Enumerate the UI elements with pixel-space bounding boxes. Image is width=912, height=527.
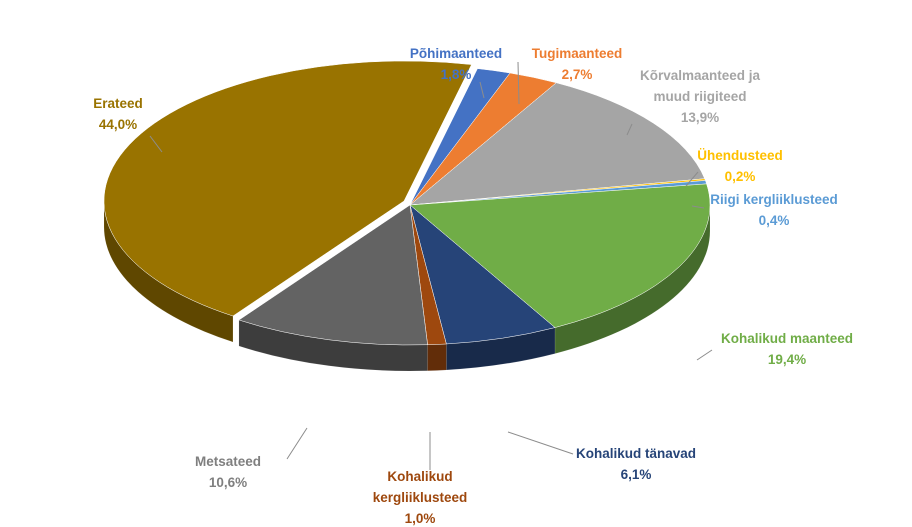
leader-line bbox=[685, 171, 699, 187]
data-label: Kõrvalmaanteed ja muud riigiteed 13,9% bbox=[640, 68, 761, 125]
data-label-name: Riigi kergliiklusteed bbox=[710, 192, 838, 207]
data-label-name: Erateed bbox=[93, 96, 143, 111]
data-label: Ühendusteed 0,2% bbox=[697, 148, 783, 184]
data-label-name: Kohalikud bbox=[387, 469, 452, 484]
data-label-name: Tugimaanteed bbox=[532, 46, 623, 61]
data-label: Põhimaanteed 1,8% bbox=[410, 46, 502, 82]
data-label-name: Kõrvalmaanteed ja bbox=[640, 68, 761, 83]
leader-line bbox=[691, 205, 705, 209]
data-label-value: 1,0% bbox=[405, 511, 436, 526]
pie-slice bbox=[409, 82, 706, 206]
data-label: Kohalikud kergliiklusteed 1,0% bbox=[373, 469, 468, 526]
data-labels: Põhimaanteed 1,8% Tugimaanteed 2,7% Kõrvalma… bbox=[93, 46, 853, 526]
data-label-name: Ühendusteed bbox=[697, 148, 783, 163]
data-label-value: 1,8% bbox=[441, 67, 472, 82]
pie-slices bbox=[103, 60, 711, 346]
pie-side-wall bbox=[427, 343, 447, 372]
leader-line bbox=[507, 431, 574, 455]
data-label-name: Kohalikud maanteed bbox=[721, 331, 853, 346]
leader-line bbox=[479, 81, 485, 99]
data-label: Kohalikud maanteed 19,4% bbox=[721, 331, 853, 367]
data-label: Kohalikud tänavad 6,1% bbox=[576, 446, 696, 482]
data-label-name: kergliiklusteed bbox=[373, 490, 468, 505]
data-label-value: 13,9% bbox=[681, 110, 719, 125]
pie-slice bbox=[409, 183, 711, 328]
data-label-name: Põhimaanteed bbox=[410, 46, 502, 61]
leader-line bbox=[696, 349, 713, 361]
pie-slice bbox=[103, 60, 472, 317]
data-label: Erateed 44,0% bbox=[93, 96, 143, 132]
data-label-value: 44,0% bbox=[99, 117, 137, 132]
data-label: Riigi kergliiklusteed 0,4% bbox=[710, 192, 838, 228]
leader-line bbox=[286, 427, 308, 460]
data-label-value: 2,7% bbox=[562, 67, 593, 82]
leader-line bbox=[626, 123, 633, 136]
leader-lines bbox=[149, 61, 713, 470]
data-label-value: 6,1% bbox=[621, 467, 652, 482]
data-label-value: 10,6% bbox=[209, 475, 247, 490]
data-label-name: muud riigiteed bbox=[653, 89, 746, 104]
data-label-name: Kohalikud tänavad bbox=[576, 446, 696, 461]
data-label-value: 0,4% bbox=[759, 213, 790, 228]
data-label: Metsateed 10,6% bbox=[195, 454, 261, 490]
data-label-value: 0,2% bbox=[725, 169, 756, 184]
data-label-value: 19,4% bbox=[768, 352, 806, 367]
leader-line bbox=[149, 135, 163, 153]
data-label-name: Metsateed bbox=[195, 454, 261, 469]
leader-line bbox=[517, 61, 520, 105]
pie-slice bbox=[238, 204, 428, 346]
data-label: Tugimaanteed 2,7% bbox=[532, 46, 623, 82]
